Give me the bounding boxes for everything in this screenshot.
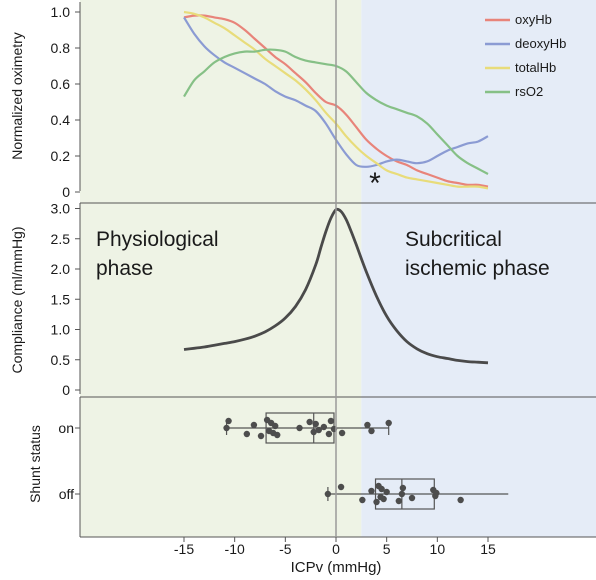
compliance-y-tick-label: 2.5 [51,231,71,247]
ischemic-phase-label-line2: ischemic phase [405,257,550,280]
shunt-off-label: off [59,486,74,502]
oximetry-y-tick-label: 0.6 [51,76,71,92]
data-point [399,484,407,492]
data-point [408,494,416,502]
oximetry-y-tick-label: 0 [62,184,70,200]
data-point [368,427,375,435]
shunt-boxplots: on off [58,412,509,510]
data-point [310,428,317,436]
data-point [398,490,406,498]
data-point [373,498,380,506]
data-point [257,432,265,440]
compliance-y-tick-label: 2.0 [51,261,71,277]
shunt-on-label: on [58,420,74,436]
data-point [337,483,345,491]
data-point [359,496,366,504]
x-tick-label: -15 [174,541,194,557]
x-axis-label: ICPv (mmHg) [291,559,382,576]
data-point [380,495,387,503]
data-point [306,418,313,426]
shunt-panel: on off -15 -10 -5 0 5 10 15 ICPv (mmHg) Shunt s… [27,396,596,576]
data-point [433,489,440,497]
data-point [296,424,303,432]
shunt-x-ticks: -15 -10 -5 0 5 10 15 [174,537,496,557]
x-tick-label: -10 [225,541,245,557]
data-point [364,421,371,429]
x-tick-label: 10 [430,541,446,557]
data-point [368,487,375,495]
ischemic-phase-label-line1: Subcritical [405,228,502,251]
compliance-y-tick-label: 0.5 [51,352,71,368]
data-point [243,430,251,438]
compliance-y-tick-label: 1.5 [51,291,71,307]
data-point [325,430,333,438]
data-point [385,419,392,427]
legend-label-deoxyHb: deoxyHb [515,36,566,51]
compliance-y-tick-label: 0 [62,382,70,398]
oximetry-y-ticks: 0 0.2 0.4 0.6 0.8 1.0 [51,4,80,200]
oximetry-y-tick-label: 0.2 [51,148,71,164]
x-tick-label: 15 [480,541,496,557]
compliance-y-label: Compliance (ml/mmHg) [9,226,25,373]
data-point [383,488,390,496]
data-point [250,421,258,429]
data-point [272,422,279,430]
physiological-phase-label-line1: Physiological [96,228,219,251]
data-point [225,417,232,425]
data-point [395,497,403,505]
ischemic-phase-background [361,0,596,537]
x-tick-label: 0 [332,541,340,557]
critical-point-asterisk: * [369,167,381,200]
data-point [223,424,230,432]
oximetry-y-tick-label: 1.0 [51,4,71,20]
legend-label-oxyHb: oxyHb [515,12,552,27]
data-point [320,423,328,431]
shunt-y-label: Shunt status [27,425,43,503]
legend-label-rsO2: rsO2 [515,84,543,99]
x-tick-label: -5 [279,541,292,557]
compliance-y-tick-label: 3.0 [51,201,71,217]
x-tick-label: 5 [383,541,391,557]
legend-label-totalHb: totalHb [515,60,556,75]
data-point [324,490,332,498]
data-point [327,417,335,425]
data-point [274,431,281,439]
oximetry-y-tick-label: 0.4 [51,112,71,128]
oximetry-y-tick-label: 0.8 [51,40,71,56]
physiological-phase-label-line2: phase [96,257,153,280]
oximetry-legend: oxyHb deoxyHb totalHb rsO2 [485,12,566,99]
data-point [312,420,319,428]
data-point [457,496,464,504]
data-point [338,429,346,437]
oximetry-y-label: Normalized oximetry [9,32,25,160]
compliance-y-tick-label: 1.0 [51,322,71,338]
compliance-panel: 00.51.01.52.02.53.0 Physiological phase … [9,201,596,398]
data-point [315,426,322,434]
data-point [378,485,385,493]
compliance-y-ticks: 0 0.5 1.0 1.5 2.0 2.5 3.0 [51,201,80,398]
